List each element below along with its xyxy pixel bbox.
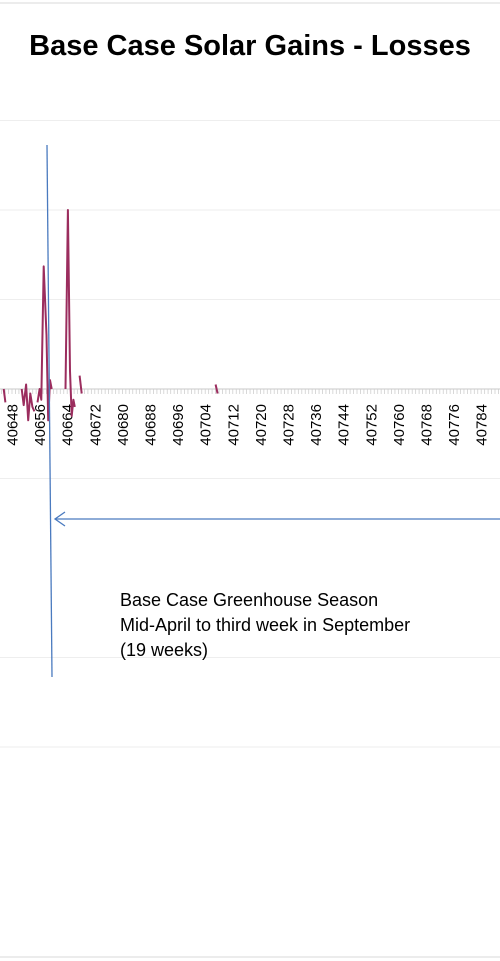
- x-tick-label: 40688: [143, 404, 160, 446]
- chart-title: Base Case Solar Gains - Losses: [29, 30, 471, 62]
- series-line: [214, 384, 219, 394]
- x-tick-label: 40680: [115, 404, 132, 446]
- x-tick-label: 40664: [60, 404, 77, 446]
- series-line: [78, 375, 83, 394]
- x-tick-label: 40784: [474, 404, 491, 446]
- series-line: [64, 209, 76, 417]
- x-tick-label: 40720: [253, 404, 270, 446]
- x-tick-label: 40728: [281, 404, 298, 446]
- annotation-line-3: (19 weeks): [120, 640, 209, 660]
- x-tick-label: 40696: [170, 404, 187, 446]
- x-tick-label: 40776: [446, 404, 463, 446]
- x-tick-label: 40712: [225, 404, 242, 446]
- season-arrow-head: [53, 511, 66, 527]
- x-tick-label: 40752: [363, 404, 380, 446]
- season-annotation: Base Case Greenhouse Season Mid-April to…: [120, 588, 410, 663]
- annotation-line-1: Base Case Greenhouse Season: [120, 590, 379, 610]
- x-tick-label: 40768: [419, 404, 436, 446]
- x-tick-label: 40704: [198, 404, 215, 446]
- season-start-marker: [46, 144, 53, 678]
- x-tick-label: 40760: [391, 404, 408, 446]
- series-line: [20, 383, 36, 422]
- series-line: [2, 388, 7, 403]
- x-tick-label: 40656: [32, 404, 49, 446]
- x-tick-label: 40736: [308, 404, 325, 446]
- x-tick-label: 40744: [336, 404, 353, 446]
- annotation-line-2: Mid-April to third week in September: [120, 615, 411, 635]
- x-tick-label: 40648: [5, 404, 22, 446]
- x-tick-label: 40672: [87, 404, 104, 446]
